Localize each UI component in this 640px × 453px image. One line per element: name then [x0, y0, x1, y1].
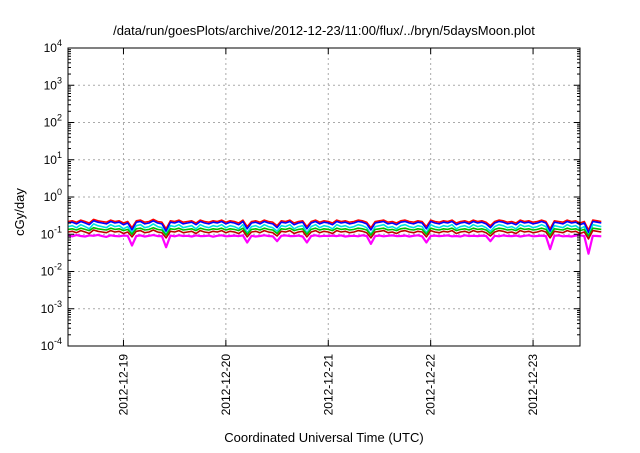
y-axis-label: cGy/day: [12, 188, 27, 236]
y-tick-label: 10-1: [41, 224, 62, 241]
x-axis-label: Coordinated Universal Time (UTC): [224, 430, 423, 445]
y-tick-label: 10-4: [41, 336, 62, 353]
series-group: [67, 218, 602, 255]
y-tick-label: 10-3: [41, 299, 62, 316]
grid: [68, 48, 580, 346]
y-tick-label: 104: [44, 38, 62, 55]
y-tick-label: 100: [44, 187, 62, 204]
y-tick-label: 103: [44, 75, 62, 92]
x-tick-label: 2012-12-20: [219, 354, 233, 416]
series-line: [67, 229, 602, 240]
x-tick-label: 2012-12-23: [526, 354, 540, 416]
y-tick-label: 101: [44, 150, 62, 167]
chart-title: /data/run/goesPlots/archive/2012-12-23/1…: [113, 23, 535, 38]
series-line: [67, 226, 602, 237]
y-tick-label: 102: [44, 113, 62, 130]
x-tick-label: 2012-12-22: [424, 354, 438, 416]
x-tick-label: 2012-12-19: [116, 354, 130, 416]
x-tick-label: 2012-12-21: [321, 354, 335, 416]
series-line: [67, 218, 602, 231]
y-ticks: 10-4 10-3 10-2 10-1 100 101 102 103 104: [41, 38, 580, 353]
x-ticks: 2012-12-19 2012-12-20 2012-12-21 2012-12-22…: [116, 48, 540, 415]
series-line: [67, 220, 602, 234]
series-line: [67, 223, 602, 237]
y-tick-label: 10-2: [41, 262, 62, 279]
series-line: [67, 233, 602, 255]
